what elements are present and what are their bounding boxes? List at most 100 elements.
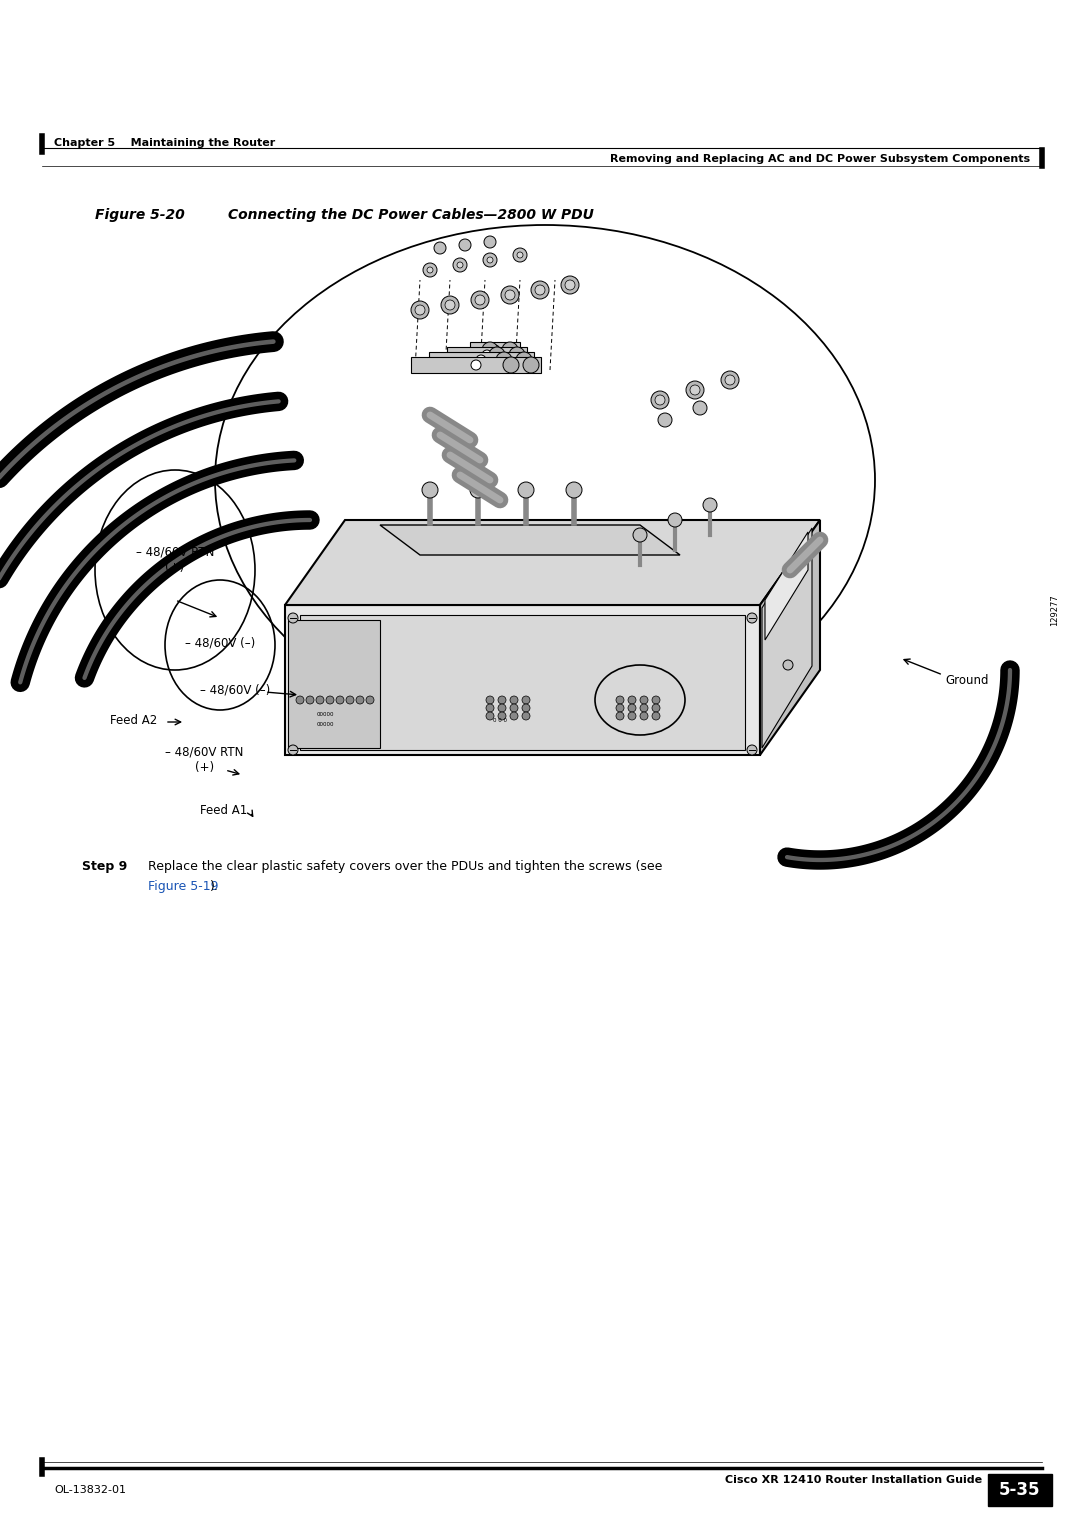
Circle shape (471, 290, 489, 309)
Circle shape (306, 695, 314, 704)
Circle shape (457, 261, 463, 267)
Circle shape (652, 704, 660, 712)
Circle shape (498, 695, 507, 704)
FancyBboxPatch shape (988, 1475, 1052, 1507)
Circle shape (640, 695, 648, 704)
Polygon shape (762, 529, 812, 749)
Text: OL-13832-01: OL-13832-01 (54, 1485, 126, 1494)
Circle shape (427, 267, 433, 274)
Circle shape (346, 695, 354, 704)
Circle shape (411, 301, 429, 319)
Circle shape (503, 358, 519, 373)
Text: Removing and Replacing AC and DC Power Subsystem Components: Removing and Replacing AC and DC Power S… (610, 154, 1030, 163)
Circle shape (498, 704, 507, 712)
Polygon shape (380, 526, 680, 555)
Circle shape (496, 351, 512, 368)
Polygon shape (411, 358, 541, 373)
Circle shape (566, 481, 582, 498)
Circle shape (513, 248, 527, 261)
Text: 00000: 00000 (316, 723, 334, 727)
Circle shape (652, 712, 660, 720)
Text: Feed A1: Feed A1 (200, 804, 247, 816)
Circle shape (565, 280, 575, 290)
Circle shape (523, 358, 539, 373)
Circle shape (690, 385, 700, 396)
Circle shape (510, 712, 518, 720)
Circle shape (296, 695, 303, 704)
Circle shape (725, 374, 735, 385)
Circle shape (616, 695, 624, 704)
Polygon shape (765, 532, 808, 640)
Circle shape (470, 481, 486, 498)
Circle shape (517, 252, 523, 258)
Circle shape (422, 481, 438, 498)
Circle shape (501, 286, 519, 304)
Text: – 48/60V RTN
(+): – 48/60V RTN (+) (136, 545, 214, 575)
Text: Step 9: Step 9 (82, 860, 127, 872)
Circle shape (627, 695, 636, 704)
Circle shape (693, 400, 707, 416)
Circle shape (522, 695, 530, 704)
Circle shape (498, 712, 507, 720)
Circle shape (415, 306, 426, 315)
Circle shape (686, 380, 704, 399)
Circle shape (654, 396, 665, 405)
Circle shape (616, 704, 624, 712)
Circle shape (316, 695, 324, 704)
Polygon shape (470, 342, 519, 358)
Circle shape (288, 746, 298, 755)
Polygon shape (429, 351, 534, 368)
Text: Feed A2: Feed A2 (110, 714, 158, 726)
Circle shape (516, 351, 532, 368)
Circle shape (502, 342, 518, 358)
Circle shape (535, 286, 545, 295)
Circle shape (747, 613, 757, 623)
Text: ).: ). (210, 880, 219, 892)
Circle shape (703, 498, 717, 512)
Circle shape (652, 695, 660, 704)
Circle shape (509, 347, 525, 364)
Circle shape (669, 513, 681, 527)
Circle shape (658, 413, 672, 426)
Circle shape (459, 238, 471, 251)
Circle shape (486, 712, 494, 720)
Text: Figure 5-20: Figure 5-20 (95, 208, 185, 222)
Circle shape (747, 746, 757, 755)
Circle shape (484, 235, 496, 248)
Circle shape (510, 704, 518, 712)
Text: – 48/60V (–): – 48/60V (–) (185, 637, 255, 649)
Text: 129277: 129277 (1051, 594, 1059, 626)
Circle shape (423, 263, 437, 277)
Circle shape (633, 529, 647, 542)
Circle shape (486, 704, 494, 712)
Circle shape (651, 391, 669, 410)
Text: – 48/60V RTN
(+): – 48/60V RTN (+) (165, 746, 243, 775)
Circle shape (486, 695, 494, 704)
Circle shape (482, 350, 492, 361)
Circle shape (627, 712, 636, 720)
Circle shape (326, 695, 334, 704)
Circle shape (490, 345, 500, 354)
Circle shape (561, 277, 579, 293)
Text: Connecting the DC Power Cables—2800 W PDU: Connecting the DC Power Cables—2800 W PD… (228, 208, 594, 222)
Polygon shape (447, 347, 527, 364)
Circle shape (627, 704, 636, 712)
Text: 0 0 0: 0 0 0 (492, 718, 507, 723)
Circle shape (483, 254, 497, 267)
Circle shape (510, 695, 518, 704)
Circle shape (475, 295, 485, 306)
Circle shape (518, 481, 534, 498)
Circle shape (482, 342, 498, 358)
Circle shape (640, 712, 648, 720)
Circle shape (471, 361, 481, 370)
Circle shape (487, 257, 492, 263)
Circle shape (522, 712, 530, 720)
Circle shape (522, 704, 530, 712)
Text: 5-35: 5-35 (999, 1481, 1041, 1499)
Text: Figure 5-19: Figure 5-19 (148, 880, 218, 892)
Polygon shape (760, 520, 820, 755)
Text: – 48/60V (–): – 48/60V (–) (200, 683, 270, 697)
Circle shape (531, 281, 549, 299)
Text: Replace the clear plastic safety covers over the PDUs and tighten the screws (se: Replace the clear plastic safety covers … (148, 860, 662, 872)
Circle shape (616, 712, 624, 720)
